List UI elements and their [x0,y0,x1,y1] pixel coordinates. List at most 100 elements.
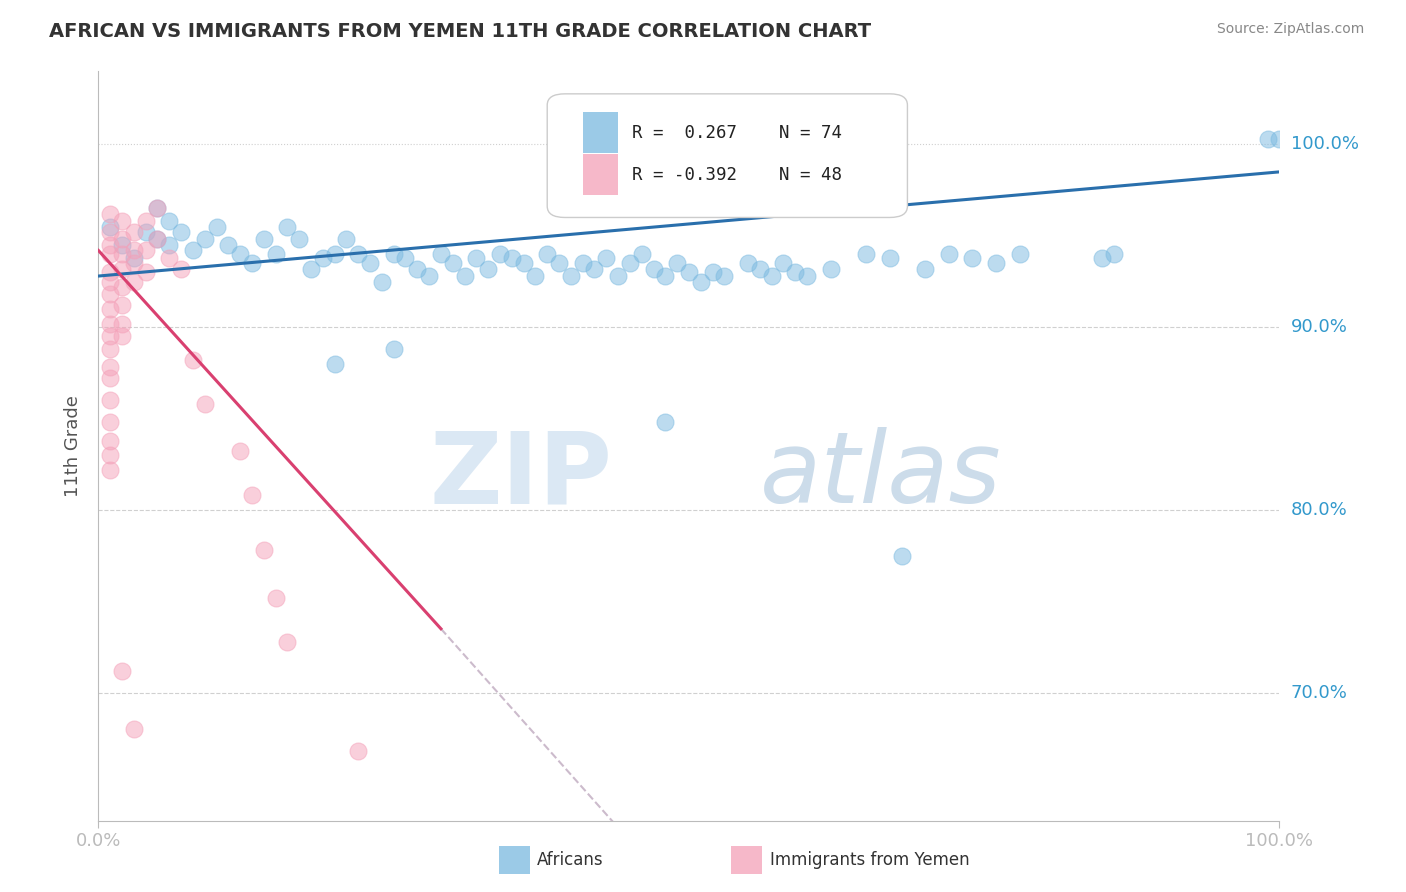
Point [111,261,134,276]
Point [855,247,877,261]
Point [914,261,936,276]
Point [98,287,121,301]
Point [98,225,121,239]
Point [98,360,121,375]
Point [713,268,735,283]
Point [98,317,121,331]
Text: Immigrants from Yemen: Immigrants from Yemen [770,851,970,869]
Point [135,265,157,279]
Point [98,329,121,343]
Point [465,251,488,265]
Point [890,549,912,563]
Point [772,256,794,270]
Point [666,256,689,270]
Point [194,232,217,246]
Point [382,247,405,261]
Point [359,256,381,270]
Point [98,301,121,316]
Text: AFRICAN VS IMMIGRANTS FROM YEMEN 11TH GRADE CORRELATION CHART: AFRICAN VS IMMIGRANTS FROM YEMEN 11TH GR… [49,22,872,41]
Point [501,251,523,265]
Point [122,225,145,239]
Point [571,256,593,270]
Point [654,268,676,283]
Point [194,397,217,411]
Point [205,219,228,234]
Point [536,247,558,261]
Point [111,247,134,261]
Point [430,247,453,261]
Text: ZIP: ZIP [429,427,612,524]
Point [406,261,429,276]
Point [335,232,357,246]
Text: 90.0%: 90.0% [1291,318,1347,336]
Point [418,268,440,283]
Point [122,256,145,270]
Point [879,251,901,265]
Point [583,261,606,276]
Text: Africans: Africans [537,851,603,869]
Point [264,247,287,261]
Point [240,488,263,502]
Point [181,244,204,258]
Point [394,251,416,265]
Point [489,247,512,261]
Text: R = -0.392    N = 48: R = -0.392 N = 48 [633,166,842,184]
Point [382,342,405,356]
Point [643,261,665,276]
Point [135,244,157,258]
FancyBboxPatch shape [582,112,619,153]
Point [678,265,700,279]
Point [1257,132,1279,146]
Point [264,591,287,605]
FancyBboxPatch shape [547,94,907,218]
Text: 70.0%: 70.0% [1291,683,1347,702]
Point [962,251,984,265]
Point [98,415,121,429]
Point [111,298,134,312]
Text: R =  0.267    N = 74: R = 0.267 N = 74 [633,124,842,142]
Point [253,543,276,558]
Point [111,664,134,678]
Point [122,723,145,737]
Point [98,342,121,356]
Point [111,238,134,252]
Point [737,256,759,270]
Point [453,268,475,283]
Point [98,265,121,279]
Point [111,214,134,228]
Point [619,256,641,270]
Point [229,444,252,458]
Point [146,232,169,246]
Point [157,238,180,252]
Point [820,261,842,276]
Point [654,415,676,429]
Point [524,268,547,283]
Point [323,357,346,371]
Point [1268,132,1291,146]
Text: atlas: atlas [759,427,1001,524]
Point [630,247,652,261]
Point [796,268,818,283]
Point [217,238,239,252]
Point [98,371,121,385]
Point [938,247,960,261]
Point [347,744,370,758]
Point [111,280,134,294]
Point [98,238,121,252]
Point [157,214,180,228]
Point [785,265,807,279]
Point [229,247,252,261]
Point [240,256,263,270]
Point [98,219,121,234]
Point [548,256,571,270]
Point [761,268,783,283]
Y-axis label: 11th Grade: 11th Grade [65,395,83,497]
Point [181,353,204,368]
Point [98,434,121,448]
Point [1091,251,1114,265]
Point [560,268,582,283]
Point [111,232,134,246]
Point [512,256,534,270]
Point [441,256,464,270]
Point [371,275,394,289]
